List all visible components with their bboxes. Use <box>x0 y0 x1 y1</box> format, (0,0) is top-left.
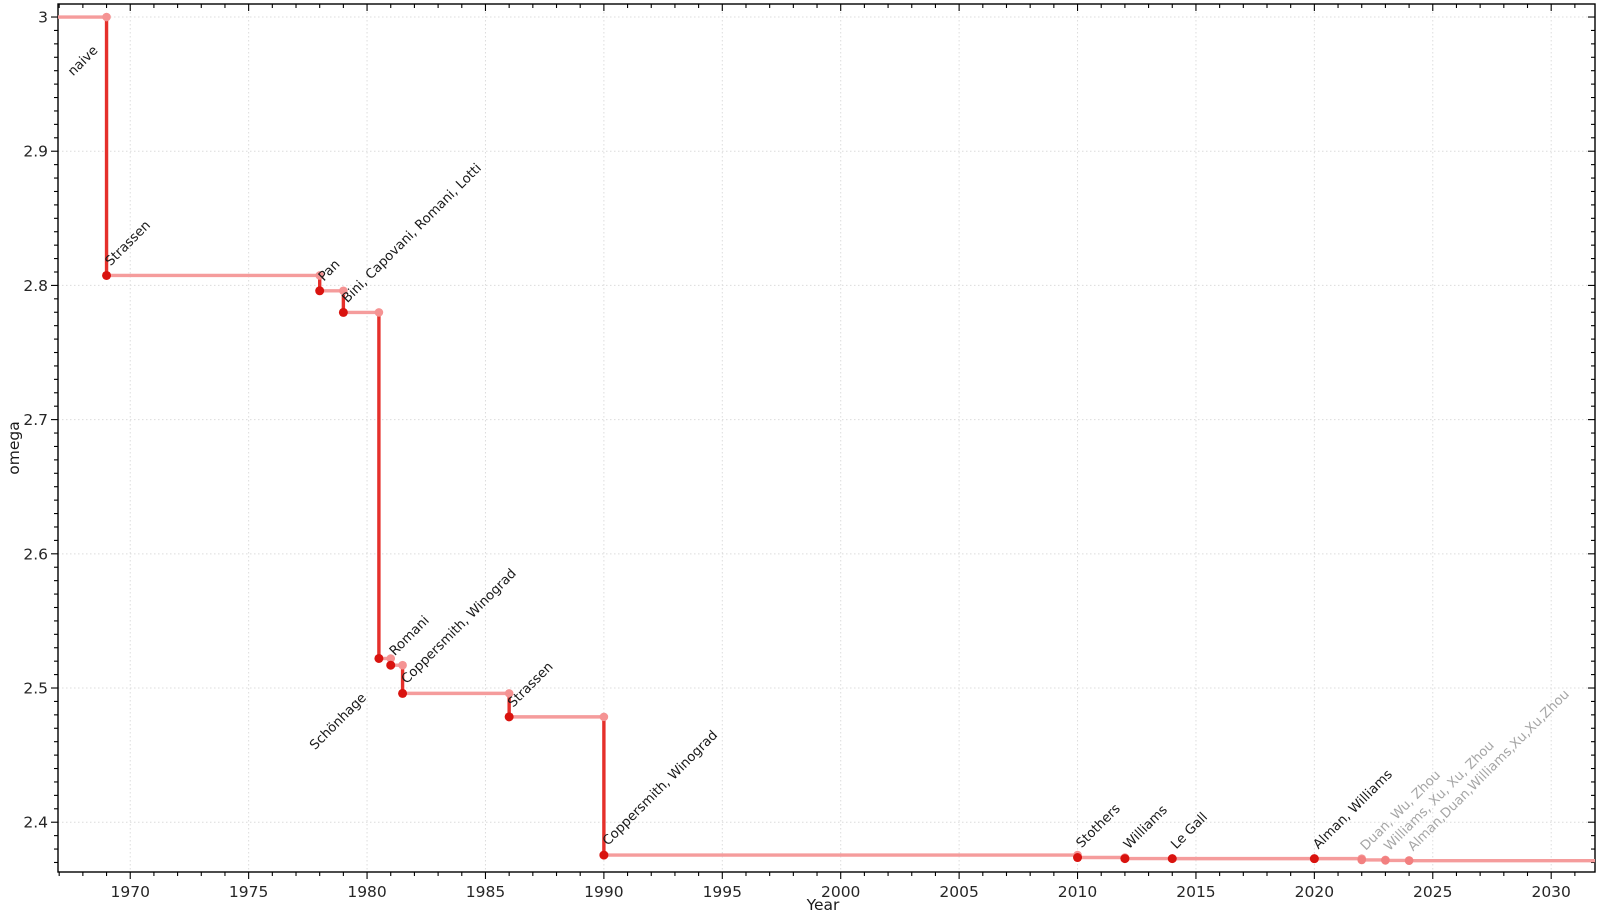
x-tick-label: 2020 <box>1295 883 1334 901</box>
y-tick-label: 2.7 <box>23 411 48 429</box>
x-tick-label: 1990 <box>584 883 623 901</box>
point-label: Coppersmith, Winograd <box>600 728 721 849</box>
point-label: Alman, Williams <box>1311 767 1396 852</box>
step-line-layer <box>58 15 1595 863</box>
corner-point <box>504 689 514 698</box>
point-label: Strassen <box>103 218 154 269</box>
corner-point <box>374 308 384 317</box>
point-layer <box>102 12 1414 865</box>
data-point <box>338 307 348 317</box>
corner-point <box>315 271 324 280</box>
data-point <box>386 660 396 670</box>
corner-point <box>339 286 348 296</box>
y-tick-label: 2.6 <box>23 545 48 563</box>
y-tick-label: 2.4 <box>23 814 48 832</box>
x-tick-label: 1975 <box>229 883 268 901</box>
data-point <box>398 688 408 698</box>
corner-point <box>386 654 396 663</box>
data-point <box>1381 856 1390 865</box>
point-label: Bini, Capovani, Romani, Lotti <box>340 161 485 306</box>
data-point <box>1357 855 1367 865</box>
data-point <box>315 286 325 296</box>
point-label: Williams <box>1121 803 1171 853</box>
y-tick-label: 2.5 <box>23 680 48 698</box>
x-tick-label: 2010 <box>1058 883 1097 901</box>
point-label: Le Gall <box>1168 810 1210 852</box>
data-point <box>1309 854 1319 864</box>
data-point <box>102 270 112 280</box>
point-label: naive <box>65 43 101 79</box>
x-axis-title: Year <box>806 896 840 914</box>
point-label: Strassen <box>505 660 556 711</box>
spine-layer <box>57 3 1596 873</box>
data-point <box>1073 853 1083 863</box>
point-label: Stothers <box>1074 801 1124 851</box>
point-label: Schönhage <box>307 691 369 753</box>
x-tick-label: 2030 <box>1531 883 1570 901</box>
plot-border <box>57 3 1596 873</box>
data-point <box>1120 854 1130 864</box>
data-point <box>374 653 384 663</box>
y-tick-label: 3 <box>38 9 48 27</box>
x-tick-label: 2015 <box>1176 883 1215 901</box>
data-point <box>504 712 514 722</box>
corner-point <box>599 712 609 722</box>
y-axis-title: omega <box>5 421 23 475</box>
data-point <box>1167 854 1177 864</box>
x-tick-label: 2005 <box>939 883 978 901</box>
x-tick-label: 2025 <box>1413 883 1452 901</box>
corner-point <box>398 660 407 670</box>
tick-label-layer: 1970 1975 1980 1985 1990 1995 2000 2005 2010 2015… <box>23 9 1571 901</box>
x-tick-label: 1985 <box>466 883 505 901</box>
tick-layer <box>51 4 1595 879</box>
data-point <box>599 850 609 860</box>
y-tick-label: 2.8 <box>23 277 48 295</box>
corner-point <box>102 12 111 22</box>
grid-layer <box>58 4 1595 872</box>
x-tick-label: 1995 <box>703 883 742 901</box>
point-label: Williams, Xu, Xu, Zhou <box>1382 738 1498 854</box>
data-point <box>1404 856 1414 865</box>
x-tick-label: 2000 <box>821 883 860 901</box>
x-tick-label: 1980 <box>347 883 386 901</box>
y-tick-label: 2.9 <box>23 143 48 161</box>
x-tick-label: 1970 <box>111 883 150 901</box>
